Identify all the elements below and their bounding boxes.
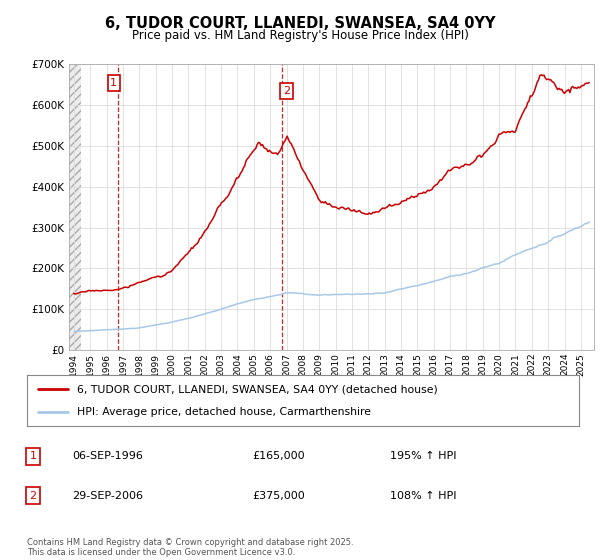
Text: £375,000: £375,000 (252, 491, 305, 501)
Text: 6, TUDOR COURT, LLANEDI, SWANSEA, SA4 0YY: 6, TUDOR COURT, LLANEDI, SWANSEA, SA4 0Y… (105, 16, 495, 31)
Text: 06-SEP-1996: 06-SEP-1996 (72, 451, 143, 461)
Text: 6, TUDOR COURT, LLANEDI, SWANSEA, SA4 0YY (detached house): 6, TUDOR COURT, LLANEDI, SWANSEA, SA4 0Y… (77, 384, 437, 394)
Text: £165,000: £165,000 (252, 451, 305, 461)
Text: 195% ↑ HPI: 195% ↑ HPI (390, 451, 457, 461)
Text: HPI: Average price, detached house, Carmarthenshire: HPI: Average price, detached house, Carm… (77, 408, 371, 418)
Text: 108% ↑ HPI: 108% ↑ HPI (390, 491, 457, 501)
Bar (69, 64, 81, 350)
Text: Price paid vs. HM Land Registry's House Price Index (HPI): Price paid vs. HM Land Registry's House … (131, 29, 469, 42)
Text: 29-SEP-2006: 29-SEP-2006 (72, 491, 143, 501)
Text: 2: 2 (29, 491, 37, 501)
Text: 2: 2 (283, 86, 290, 96)
Text: 1: 1 (29, 451, 37, 461)
Text: Contains HM Land Registry data © Crown copyright and database right 2025.
This d: Contains HM Land Registry data © Crown c… (27, 538, 353, 557)
Bar (69, 64, 81, 350)
Text: 1: 1 (110, 78, 118, 88)
